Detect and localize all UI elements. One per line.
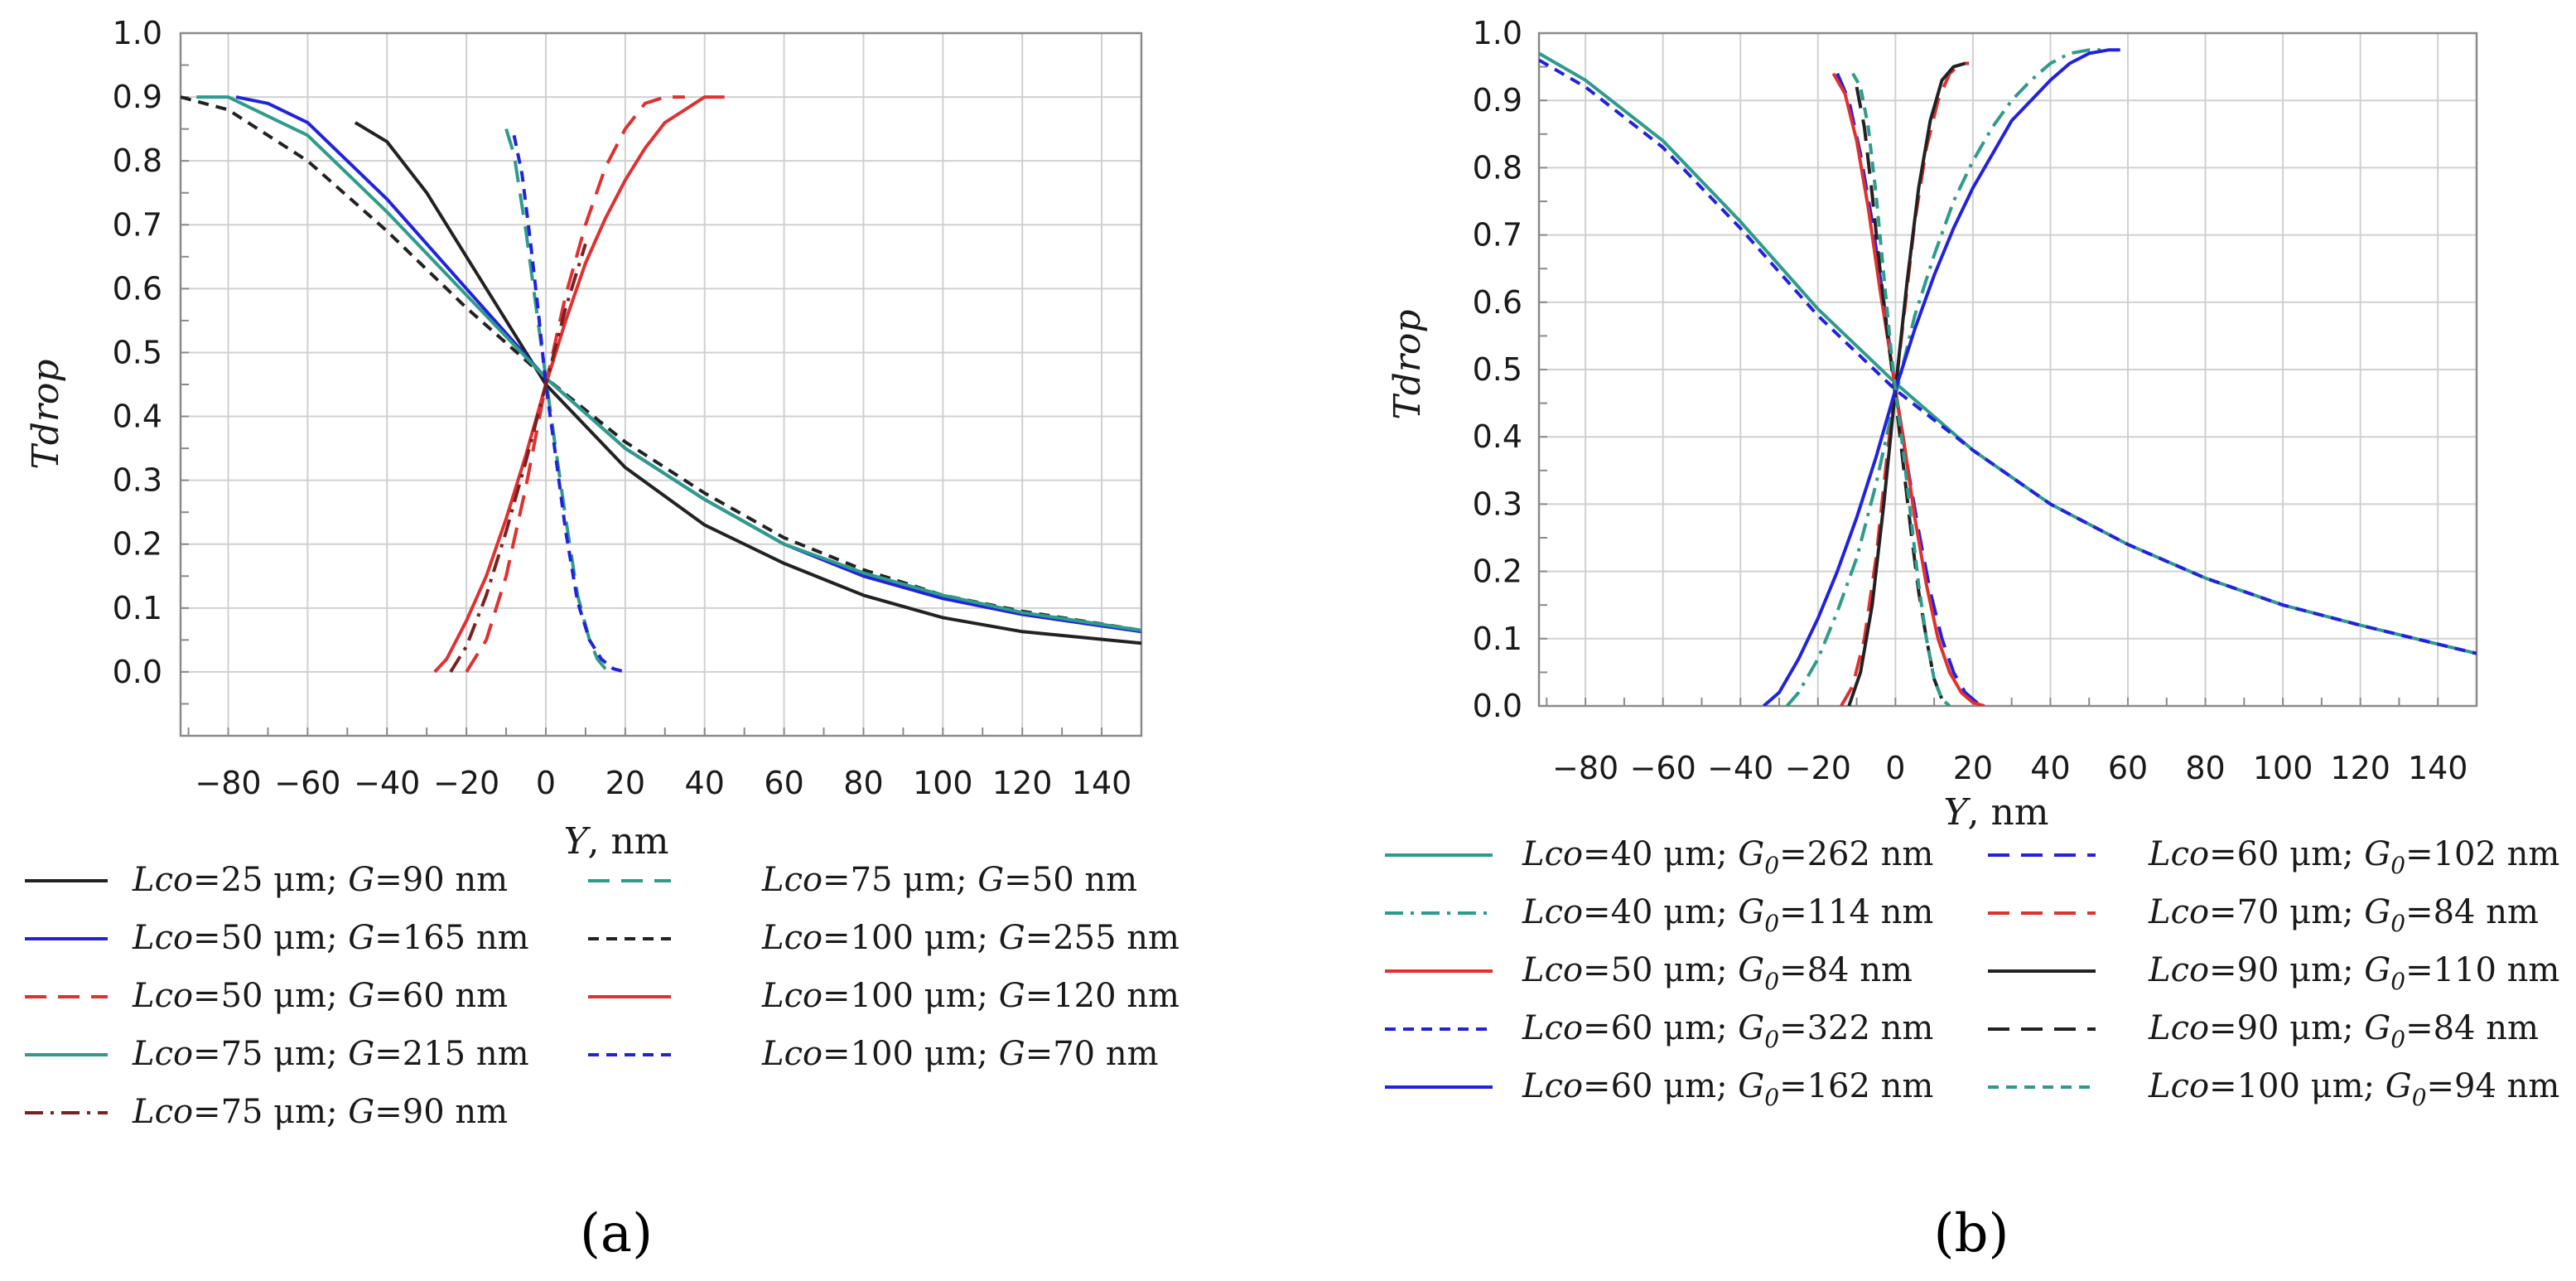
series-line-8 <box>512 134 626 674</box>
x-tick-label: 20 <box>605 765 645 801</box>
series-line-5 <box>465 95 685 673</box>
x-tick-label: −20 <box>1785 750 1851 786</box>
x-tick-label: 0 <box>1885 750 1905 786</box>
x-tick-label: 0 <box>536 765 556 801</box>
y-tick-label: 0.3 <box>113 462 162 499</box>
series-line-6 <box>433 95 725 674</box>
legend-label: Lco=50 μm; G0=84 nm <box>1522 951 1913 995</box>
y-tick-label: 0.2 <box>1473 553 1522 590</box>
series-line-5 <box>1831 72 1985 706</box>
series-line-7 <box>196 95 1141 632</box>
x-tick-label: −80 <box>1552 750 1618 786</box>
series-line-3 <box>235 95 1141 634</box>
y-tick-label: 0.6 <box>113 270 162 307</box>
y-tick-label: 0.5 <box>113 334 162 370</box>
x-tick-label: 140 <box>2408 750 2468 786</box>
y-tick-label: 1.0 <box>1473 15 1522 51</box>
y-tick-label: 0.1 <box>113 590 162 626</box>
legend-label: Lco=90 μm; G0=110 nm <box>2148 951 2559 995</box>
y-tick-label: 0.3 <box>1473 486 1522 522</box>
y-tick-label: 0.0 <box>1473 688 1522 724</box>
legend-label: Lco=40 μm; G0=262 nm <box>1522 835 1933 879</box>
x-tick-label: 140 <box>1072 765 1132 801</box>
x-tick-label: 120 <box>2330 750 2390 786</box>
x-tick-label: −60 <box>274 765 340 801</box>
legend-label: Lco=50 μm; G=165 nm <box>132 919 529 957</box>
legend-label: Lco=100 μm; G0=94 nm <box>2148 1067 2559 1111</box>
y-tick-label: 0.8 <box>113 143 162 179</box>
panel-b-label: (b) <box>1934 1203 2009 1264</box>
x-axis-label: Y, nm <box>1943 791 2048 834</box>
x-tick-label: 40 <box>685 765 725 801</box>
series-line-1 <box>354 121 1141 645</box>
series-line-9 <box>449 243 587 673</box>
x-tick-label: 80 <box>843 765 883 801</box>
legend-label: Lco=100 μm; G=120 nm <box>761 977 1179 1015</box>
y-tick-label: 1.0 <box>113 15 162 51</box>
panel-a-chart: −80 −60 −40 −20 0 20 40 60 80 100 120 140 0.0 0.1 0.2 0… <box>25 15 1143 863</box>
x-tick-label: 60 <box>2108 750 2148 786</box>
legend-label: Lco=90 μm; G0=84 nm <box>2148 1009 2539 1053</box>
x-tick-label: −20 <box>433 765 499 801</box>
legend-label: Lco=75 μm; G=50 nm <box>761 861 1137 899</box>
legend-label: Lco=60 μm; G0=322 nm <box>1522 1009 1933 1053</box>
x-tick-label: 80 <box>2185 750 2225 786</box>
y-tick-label: 0.9 <box>1473 82 1522 118</box>
legend-label: Lco=60 μm; G0=102 nm <box>2148 835 2559 879</box>
panel-a-legend: Lco=25 μm; G=90 nm Lco=75 μm; G=50 nm Lco=… <box>25 861 1179 1131</box>
x-tick-label: −40 <box>1707 750 1773 786</box>
y-tick-label: 0.7 <box>1473 217 1522 254</box>
series-line-2 <box>504 128 610 674</box>
y-tick-label: 0.5 <box>1473 351 1522 388</box>
legend-label: Lco=70 μm; G0=84 nm <box>2148 893 2539 937</box>
series-line-9 <box>1762 48 2120 706</box>
y-tick-label: 0.2 <box>113 526 162 563</box>
legend-label: Lco=25 μm; G=90 nm <box>132 861 508 899</box>
series-line-6 <box>1847 61 1966 706</box>
x-tick-label: 20 <box>1953 750 1993 786</box>
x-tick-label: −40 <box>354 765 420 801</box>
x-tick-label: −60 <box>1630 750 1696 786</box>
y-tick-label: 0.8 <box>1473 149 1522 186</box>
legend-label: Lco=75 μm; G=90 nm <box>132 1093 508 1131</box>
x-axis-label: Y, nm <box>563 820 668 863</box>
panel-b-legend: Lco=40 μm; G0=262 nm Lco=60 μm; G0=102 nm… <box>1385 835 2559 1111</box>
x-tick-label: 100 <box>913 765 973 801</box>
legend-label: Lco=75 μm; G=215 nm <box>132 1035 529 1073</box>
y-axis-label: Tdrop <box>1387 309 1429 419</box>
series-line-7 <box>1539 58 2477 655</box>
y-axis-label: Tdrop <box>25 359 67 469</box>
y-tick-label: 0.7 <box>113 206 162 243</box>
legend-label: Lco=60 μm; G0=162 nm <box>1522 1067 1933 1111</box>
series-line-8 <box>1855 86 1951 706</box>
x-tick-label: 40 <box>2030 750 2070 786</box>
legend-label: Lco=100 μm; G=255 nm <box>761 919 1179 957</box>
x-tick-label: 60 <box>764 765 803 801</box>
y-tick-label: 0.9 <box>113 79 162 115</box>
y-tick-label: 0.0 <box>113 654 162 690</box>
x-tick-label: 120 <box>992 765 1053 801</box>
legend-label: Lco=50 μm; G=60 nm <box>132 977 508 1015</box>
x-tick-label: 100 <box>2253 750 2313 786</box>
series-line-10 <box>1851 72 1951 706</box>
series-line-1 <box>1539 51 2477 655</box>
panel-b-chart: −80 −60 −40 −20 0 20 40 60 80 100 120 140 0.0 0.1 0.2 0… <box>1387 15 2478 834</box>
panel-a-label: (a) <box>580 1203 653 1264</box>
y-tick-label: 0.4 <box>113 399 162 435</box>
legend-label: Lco=40 μm; G0=114 nm <box>1522 893 1933 937</box>
y-tick-label: 0.1 <box>1473 621 1522 657</box>
series-line-3 <box>1785 48 2109 706</box>
series-line-4 <box>181 95 1141 632</box>
y-tick-label: 0.4 <box>1473 418 1522 455</box>
x-tick-label: −80 <box>195 765 261 801</box>
legend-label: Lco=100 μm; G=70 nm <box>761 1035 1159 1073</box>
y-tick-label: 0.6 <box>1473 284 1522 321</box>
